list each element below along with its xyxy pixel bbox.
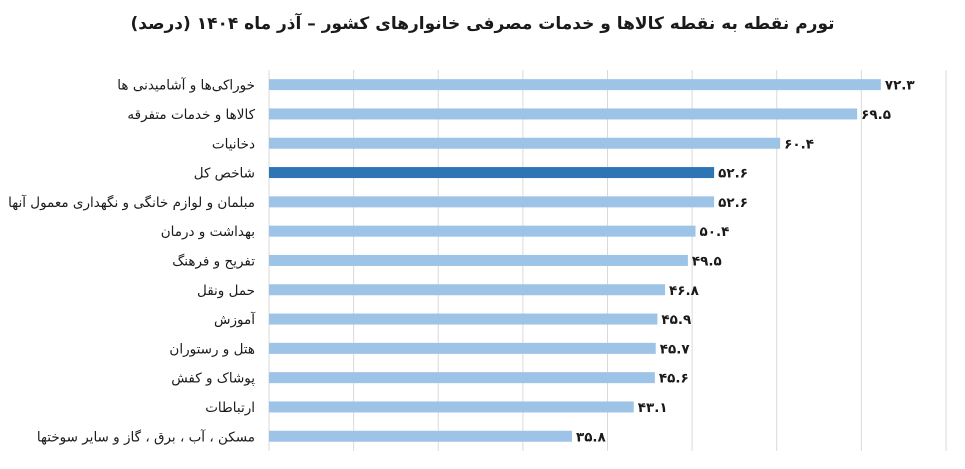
category-label: بهداشت و درمان — [161, 224, 255, 240]
category-label: تفریح و فرهنگ — [172, 253, 255, 269]
category-label: مبلمان و لوازم خانگی و نگهداری معمول آنه… — [8, 194, 255, 211]
value-label: ۵۰.۴ — [700, 224, 730, 240]
value-label: ۴۵.۷ — [660, 341, 691, 357]
category-label: شاخص کل — [194, 166, 255, 182]
value-label: ۵۲.۶ — [718, 195, 748, 211]
category-label: پوشاک و کفش — [171, 371, 255, 387]
value-label: ۴۳.۱ — [638, 400, 668, 416]
value-label: ۵۲.۶ — [718, 166, 748, 182]
bar — [269, 137, 781, 149]
category-label: دخانیات — [212, 136, 255, 152]
bar — [269, 196, 715, 208]
category-label: هتل و رستوران — [169, 341, 255, 357]
category-label: خوراکی‌ها و آشامیدنی ها — [117, 77, 255, 94]
category-label: ارتباطات — [205, 400, 255, 416]
value-label: ۴۵.۶ — [659, 371, 689, 387]
category-label: کالاها و خدمات متفرقه — [127, 107, 255, 123]
bar — [269, 313, 658, 325]
bar-highlight — [269, 167, 715, 179]
value-label: ۳۵.۸ — [576, 429, 607, 445]
value-label: ۴۶.۸ — [669, 283, 700, 299]
bar — [269, 284, 666, 296]
value-label: ۷۲.۳ — [885, 78, 916, 94]
bar — [269, 372, 655, 384]
value-label: ۴۹.۵ — [692, 253, 722, 269]
value-label: ۶۰.۴ — [784, 136, 814, 152]
bar — [269, 401, 634, 413]
category-label: مسکن ، آب ، برق ، گاز و سایر سوختها — [37, 428, 255, 445]
category-label: حمل ونقل — [197, 283, 255, 299]
bar — [269, 254, 688, 266]
value-label: ۴۵.۹ — [661, 312, 691, 328]
value-label: ۶۹.۵ — [861, 107, 891, 123]
bar — [269, 108, 858, 120]
bar — [269, 225, 696, 237]
category-label: آموزش — [214, 311, 256, 328]
bar — [269, 342, 656, 354]
chart-title: تورم نقطه به نقطه کالاها و خدمات مصرفی خ… — [130, 14, 835, 34]
bar — [269, 79, 881, 91]
bar — [269, 430, 572, 442]
